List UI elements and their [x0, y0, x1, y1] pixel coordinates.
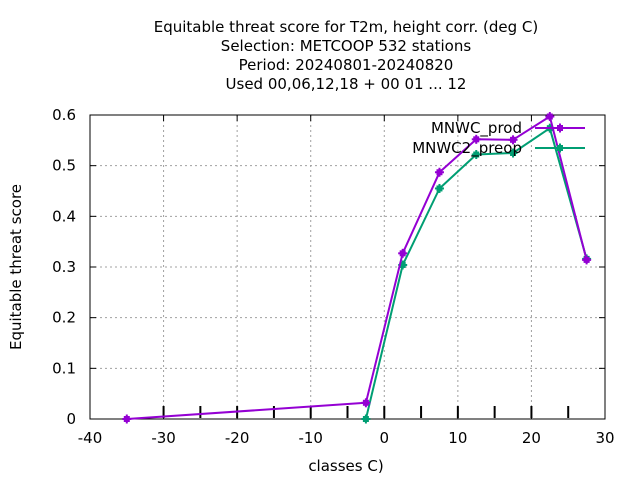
title-line: Equitable threat score for T2m, height c…: [154, 18, 539, 36]
y-tick-label: 0.1: [52, 359, 76, 377]
data-point: [361, 398, 371, 408]
legend-label: MNWC_prod: [431, 119, 522, 138]
x-tick-label: 30: [595, 429, 614, 447]
y-tick-label: 0.2: [52, 309, 76, 327]
axis-ticks: [89, 114, 606, 420]
data-point: [555, 143, 565, 153]
plot-frame: [89, 114, 606, 420]
data-point: [434, 167, 444, 177]
data-point: [122, 414, 132, 424]
data-point: [582, 255, 592, 265]
series-1: [361, 123, 592, 424]
series-line: [364, 127, 588, 420]
y-tick-label: 0.6: [52, 106, 76, 124]
title-line: Selection: METCOOP 532 stations: [221, 37, 472, 55]
data-point: [545, 112, 555, 122]
x-tick-label: 10: [448, 429, 467, 447]
grid: [90, 115, 605, 419]
x-tick-label: -10: [298, 429, 323, 447]
x-tick-label: 20: [522, 429, 541, 447]
legend-item: MNWC2_preop: [412, 139, 585, 158]
y-tick-label: 0.5: [52, 157, 76, 175]
y-tick-label: 0: [66, 410, 76, 428]
series-line: [126, 115, 588, 420]
data-point: [471, 150, 481, 160]
x-tick-label: -40: [78, 429, 103, 447]
x-tick-label: 0: [380, 429, 390, 447]
y-tick-labels: 0 0.1 0.2 0.3 0.4 0.5 0.6: [52, 106, 76, 428]
series-0: [122, 112, 592, 424]
x-tick-label: -20: [225, 429, 250, 447]
data-point: [361, 414, 371, 424]
data-point: [434, 183, 444, 193]
chart-title: Equitable threat score for T2m, height c…: [154, 18, 539, 93]
x-tick-label: -30: [151, 429, 176, 447]
x-tick-labels: -40 -30 -20 -10 0 10 20 30: [78, 429, 615, 447]
data-point: [508, 135, 518, 145]
legend-item: MNWC_prod: [431, 119, 585, 138]
data-point: [398, 248, 408, 258]
legend-label: MNWC2_preop: [412, 139, 522, 158]
y-tick-label: 0.4: [52, 207, 76, 225]
data-point: [508, 148, 518, 158]
title-line: Period: 20240801-20240820: [239, 56, 454, 74]
y-axis-label: Equitable threat score: [7, 184, 25, 350]
data-point: [471, 134, 481, 144]
x-axis-label: classes C): [308, 457, 383, 475]
title-line: Used 00,06,12,18 + 00 01 ... 12: [226, 75, 467, 93]
series: [122, 112, 592, 424]
data-point: [555, 123, 565, 133]
y-tick-label: 0.3: [52, 258, 76, 276]
